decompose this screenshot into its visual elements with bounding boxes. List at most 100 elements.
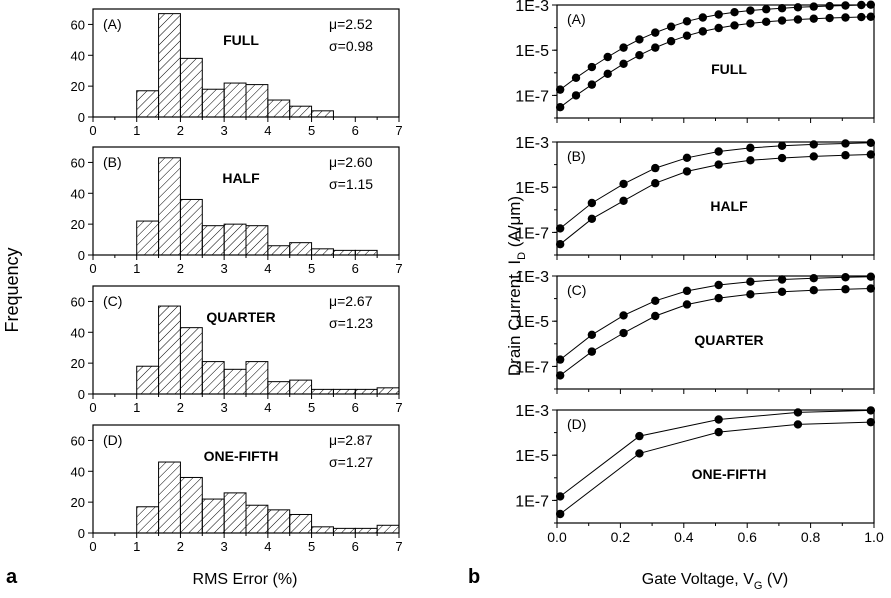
sigma-label: σ=0.98	[329, 38, 373, 54]
y-tick-label: 60	[71, 294, 85, 309]
x-tick-label: 5	[308, 261, 315, 276]
data-point	[587, 214, 597, 223]
y-tick-label: 1E-5	[515, 180, 549, 197]
data-point	[714, 415, 723, 424]
x-tick-label: 0.8	[801, 529, 821, 545]
panel-title: HALF	[222, 170, 260, 186]
y-tick-label: 60	[71, 155, 85, 170]
y-tick-label: 20	[71, 79, 85, 94]
panel-title: HALF	[710, 198, 748, 214]
data-point	[651, 311, 660, 321]
x-tick-label: 0	[89, 261, 96, 276]
panel-letter: (A)	[567, 11, 586, 27]
histogram-bar	[136, 506, 160, 534]
panel-letter: (B)	[103, 154, 122, 170]
data-point	[714, 160, 723, 169]
histogram-bar	[376, 387, 400, 395]
data-point	[809, 2, 818, 11]
data-point	[555, 355, 565, 364]
y-tick-label: 0	[78, 387, 85, 402]
y-tick-label: 20	[71, 356, 85, 371]
y-tick-label: 1E-3	[515, 403, 549, 420]
data-point	[587, 330, 597, 340]
data-point	[714, 10, 723, 19]
y-tick-label: 0	[78, 248, 85, 263]
histogram-bar	[158, 13, 181, 118]
histogram-bar	[223, 368, 247, 395]
y-tick-label: 60	[71, 17, 85, 32]
data-point	[866, 417, 876, 427]
data-point	[809, 286, 818, 295]
data-point	[666, 37, 676, 46]
data-point	[777, 4, 787, 13]
y-tick-label: 1E-3	[515, 135, 549, 152]
y-tick-label: 60	[71, 433, 85, 448]
data-point	[555, 240, 565, 249]
data-point	[746, 156, 755, 165]
data-point	[651, 163, 660, 173]
data-point	[730, 21, 739, 30]
y-tick-label: 40	[71, 48, 85, 63]
data-point	[587, 198, 597, 208]
panel-title: ONE-FIFTH	[692, 466, 767, 482]
iv-curve-panel: 1E-7 1E-5 1E-3 0.0 0.2 0.4 0.6 0.8 1.0 (D) ONE-FIF…	[515, 403, 884, 545]
x-tick-label: 7	[395, 400, 402, 415]
histogram-bar	[289, 105, 313, 118]
histogram-bar	[245, 225, 269, 256]
data-point	[555, 224, 565, 233]
histogram-bar	[376, 524, 400, 534]
x-tick-label: 5	[308, 123, 315, 138]
mean-label: μ=2.52	[329, 16, 373, 32]
x-tick-label: 1	[133, 400, 140, 415]
data-point	[841, 151, 850, 160]
y-tick-label: 1E-7	[515, 88, 549, 105]
x-tick-label: 0.0	[547, 529, 567, 545]
histogram-bar	[311, 388, 334, 395]
x-tick-label: 0.6	[737, 529, 757, 545]
histogram-bar	[158, 305, 181, 395]
y-tick-label: 1E-3	[515, 0, 549, 15]
data-point	[698, 13, 708, 22]
data-point	[793, 408, 803, 417]
y-tick-label: 0	[78, 110, 85, 125]
x-tick-label: 1	[133, 261, 140, 276]
panel-title: ONE-FIFTH	[204, 448, 279, 464]
panel-title: QUARTER	[694, 332, 763, 348]
histogram-bar	[245, 84, 269, 118]
data-point	[809, 273, 818, 283]
histogram-bar	[136, 90, 160, 118]
data-point	[793, 420, 803, 429]
data-point	[682, 286, 692, 296]
sigma-label: σ=1.23	[329, 315, 373, 331]
data-point	[777, 141, 787, 150]
data-point	[587, 347, 597, 356]
histogram-bar	[267, 99, 291, 118]
data-point	[651, 28, 660, 37]
x-tick-label: 1.0	[864, 529, 884, 545]
histogram-panel: 0 1 2 3 4 5 6 7 0 20 40 60 (B) HALF μ=2.60 σ=1.15	[71, 146, 403, 276]
x-tick-label: 6	[352, 261, 359, 276]
data-point	[571, 91, 581, 100]
data-point	[587, 80, 597, 89]
histogram-bar	[136, 220, 160, 256]
histogram-bar	[289, 242, 313, 256]
histogram-bar	[223, 492, 247, 534]
data-point	[777, 16, 787, 25]
data-point	[866, 406, 876, 415]
histogram-panel: 0 1 2 3 4 5 6 7 0 20 40 60 (D) ONE-FIFTH μ=2.87 σ=1.27	[71, 424, 403, 554]
histogram-bar	[354, 388, 378, 395]
x-tick-label: 3	[221, 261, 228, 276]
y-tick-label: 40	[71, 186, 85, 201]
data-point	[746, 6, 755, 15]
data-point	[777, 287, 787, 296]
x-tick-label: 6	[352, 123, 359, 138]
data-point	[857, 12, 866, 22]
data-point	[841, 273, 850, 282]
panel-a-xlabel: RMS Error (%)	[193, 571, 298, 588]
histogram-bar	[267, 381, 291, 395]
x-tick-label: 5	[308, 539, 315, 554]
y-tick-label: 1E-5	[515, 314, 549, 331]
histogram-bar	[158, 157, 181, 256]
histogram-bar	[311, 526, 334, 534]
